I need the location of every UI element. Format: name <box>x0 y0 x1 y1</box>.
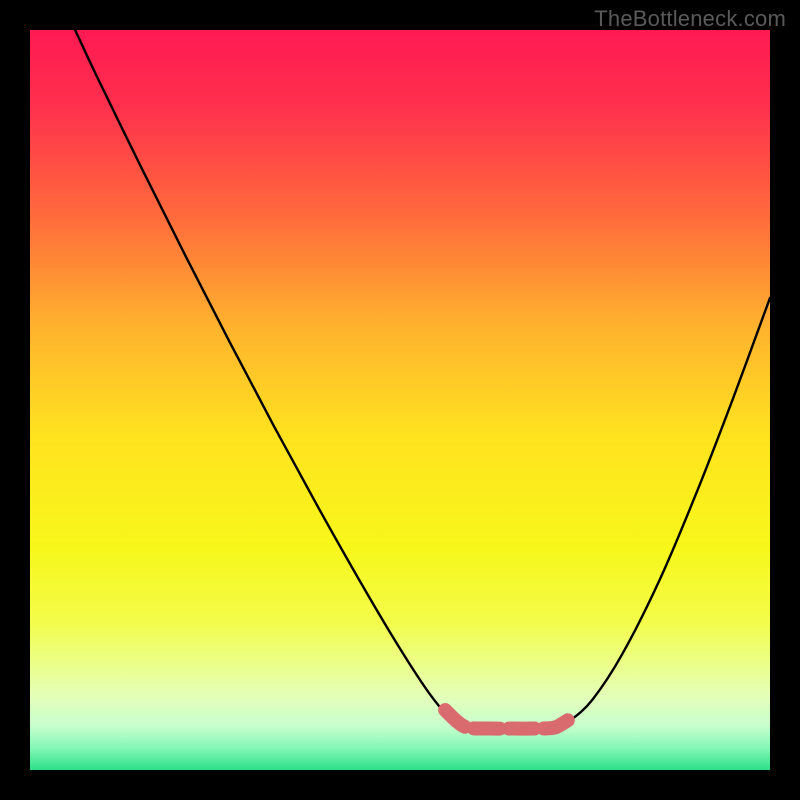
watermark-text: TheBottleneck.com <box>594 6 786 32</box>
optimal-range-segment <box>445 710 573 729</box>
chart-curve-layer <box>30 30 770 770</box>
chart-plot-area <box>30 30 770 770</box>
bottleneck-curve <box>75 30 770 728</box>
